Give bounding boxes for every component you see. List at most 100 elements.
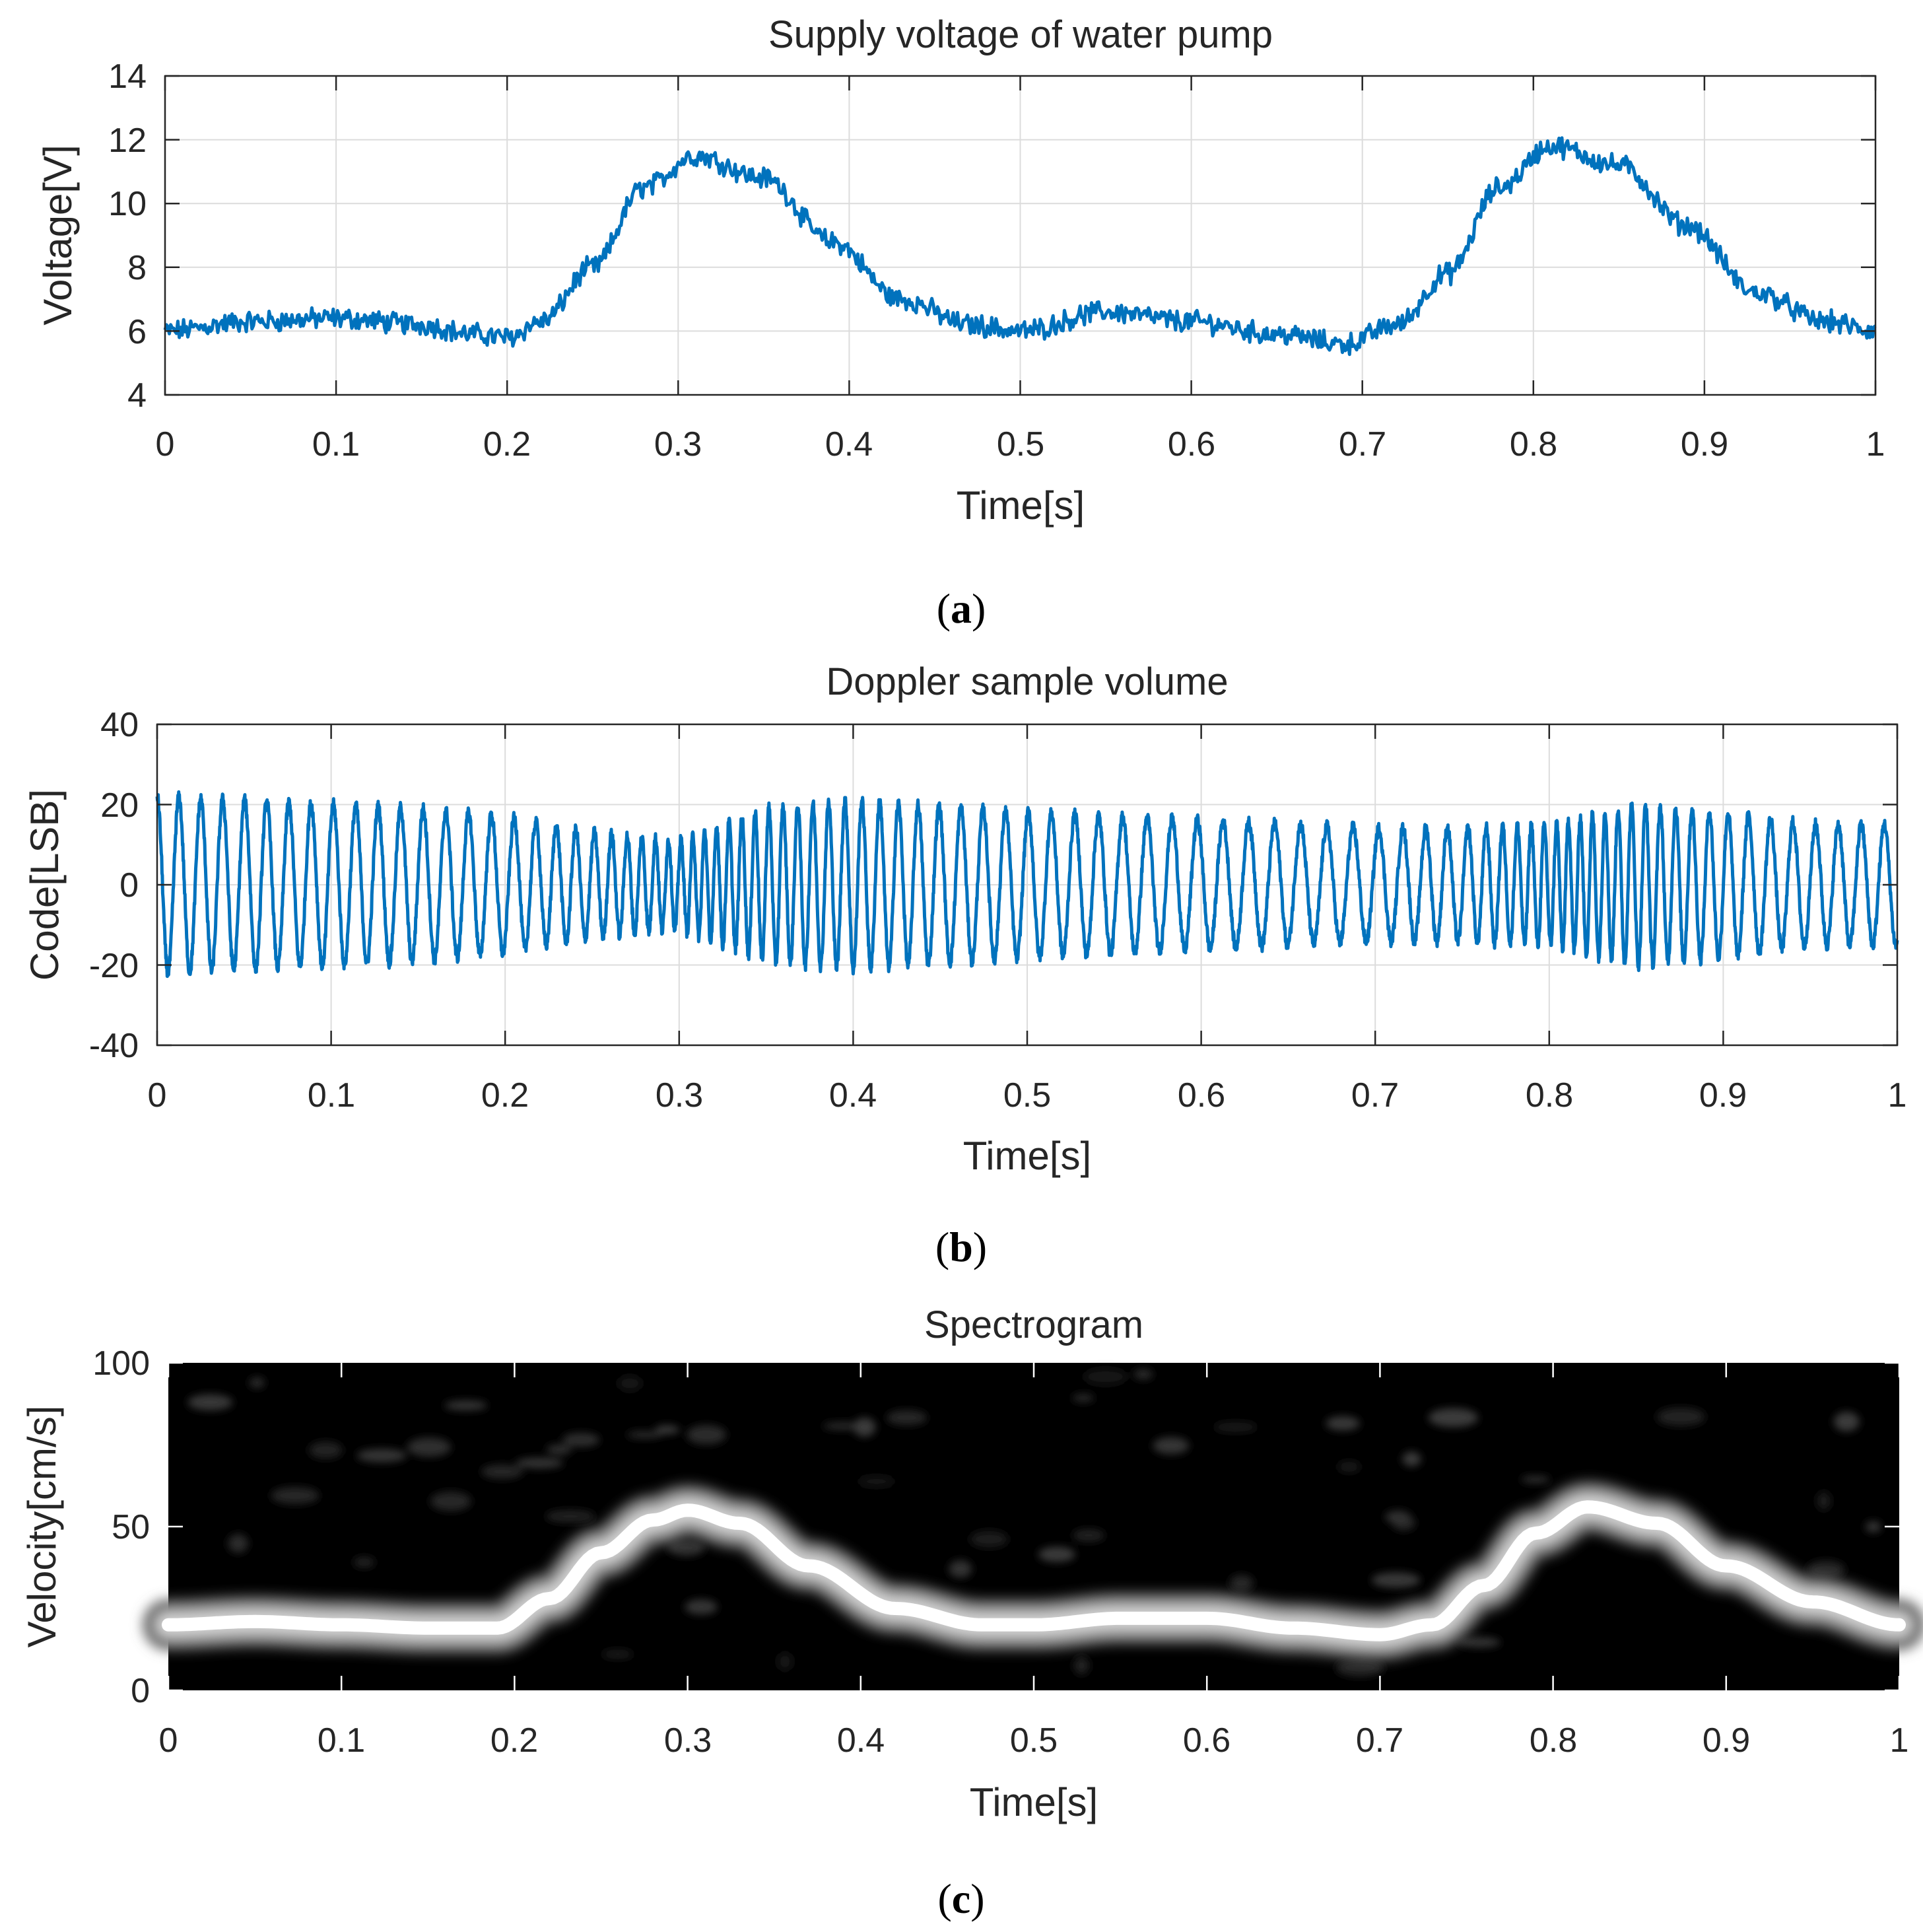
noise-speckle [1326, 1416, 1360, 1431]
x-tick-label: 0.9 [1703, 1721, 1750, 1760]
noise-speckle [481, 1465, 523, 1479]
doppler-chart-panel: Doppler sample volume -40 -20 0 20 40 0 … [22, 660, 1906, 1270]
x-tick-label: 1 [1890, 1721, 1909, 1760]
noise-speckle [430, 1492, 471, 1511]
noise-speckle [228, 1534, 249, 1553]
y-tick-label: 6 [127, 313, 147, 351]
noise-speckle [685, 1599, 718, 1615]
noise-speckle [1133, 1369, 1153, 1380]
y-tick-label: 0 [131, 1672, 150, 1710]
x-tick-label: 0.2 [490, 1721, 538, 1760]
chart-title: Doppler sample volume [826, 660, 1228, 703]
x-tick-label: 0.2 [481, 1076, 529, 1115]
panel-caption: (c) [937, 1875, 984, 1922]
noise-speckle [1083, 1368, 1128, 1385]
noise-speckle [1817, 1491, 1831, 1511]
noise-speckle [853, 1417, 876, 1437]
noise-speckle [271, 1487, 320, 1504]
x-tick-label: 0.4 [829, 1076, 877, 1115]
x-tick-label: 0.8 [1530, 1721, 1577, 1760]
x-tick-label: 0 [159, 1721, 178, 1760]
noise-speckle [1072, 1394, 1095, 1402]
panel-caption: (b) [935, 1224, 987, 1270]
noise-speckle [1385, 1511, 1411, 1523]
noise-speckle [249, 1377, 265, 1389]
noise-speckle [1521, 1476, 1550, 1483]
x-tick-label: 1 [1888, 1076, 1907, 1115]
x-tick-label: 0.6 [1183, 1721, 1231, 1760]
noise-speckle [1834, 1412, 1860, 1432]
noise-speckle [308, 1441, 343, 1459]
grid-lines [164, 75, 1876, 396]
x-tick-label: 0.5 [1003, 1076, 1051, 1115]
noise-speckle [777, 1652, 793, 1671]
noise-speckle [617, 1375, 642, 1391]
noise-speckle [353, 1557, 375, 1568]
noise-speckle [1213, 1422, 1258, 1432]
noise-speckle [562, 1433, 600, 1447]
x-tick-label: 0.2 [483, 425, 531, 464]
noise-speckle [949, 1560, 972, 1578]
y-tick-label: 0 [119, 866, 139, 905]
panel-caption-letter: a [951, 585, 972, 632]
x-tick-label: 0.5 [1010, 1721, 1058, 1760]
x-tick-label: 0 [148, 1076, 167, 1115]
y-tick-label: -40 [89, 1027, 139, 1065]
y-tick-label: 20 [100, 786, 139, 825]
x-axis-label: Time[s] [970, 1780, 1098, 1824]
x-tick-label: 0.3 [656, 1076, 703, 1115]
x-tick-label: 0.3 [654, 425, 702, 464]
y-axis-label: Code[LSB] [22, 789, 67, 981]
chart-title: Spectrogram [924, 1303, 1143, 1346]
x-tick-label: 0.7 [1339, 425, 1386, 464]
x-axis-label: Time[s] [957, 483, 1085, 528]
tick-marks [167, 1362, 1901, 1692]
y-tick-label: 4 [127, 376, 147, 415]
noise-speckle [1656, 1408, 1705, 1426]
tick-marks [156, 723, 1899, 1047]
noise-speckle [626, 1431, 663, 1439]
noise-speckle [1073, 1529, 1105, 1542]
noise-speckle [1229, 1575, 1254, 1591]
noise-speckle [546, 1444, 572, 1455]
x-tick-label: 0.9 [1699, 1076, 1747, 1115]
noise-speckle [655, 1425, 680, 1434]
x-axis-label: Time[s] [963, 1134, 1091, 1178]
noise-speckle [667, 1540, 704, 1556]
y-tick-label: 8 [127, 249, 147, 287]
x-tick-label: 0.1 [312, 425, 360, 464]
noise-speckle [970, 1531, 1009, 1548]
noise-speckle [886, 1410, 928, 1426]
y-tick-label: 14 [108, 57, 147, 96]
panel-caption: (a) [937, 585, 986, 632]
noise-speckle [1153, 1437, 1189, 1455]
x-tick-label: 1 [1866, 425, 1885, 464]
voltage-chart-panel: Supply voltage of water pump 4 6 8 10 12… [36, 13, 1885, 632]
noise-speckle [545, 1510, 595, 1523]
x-tick-label: 0 [156, 425, 175, 464]
spectrogram-noise [187, 1368, 1881, 1676]
y-axis-label: Voltage[V] [36, 145, 80, 326]
panel-caption-letter: c [952, 1875, 970, 1922]
x-tick-label: 0.4 [837, 1721, 885, 1760]
voltage-series-line [163, 136, 1877, 357]
tick-marks [164, 75, 1877, 396]
x-tick-label: 0.6 [1178, 1076, 1225, 1115]
noise-speckle [444, 1400, 488, 1411]
x-tick-label: 0.8 [1510, 425, 1557, 464]
y-tick-label: 40 [100, 706, 139, 744]
noise-speckle [1038, 1546, 1075, 1562]
noise-speckle [356, 1449, 407, 1463]
x-tick-label: 0.3 [664, 1721, 712, 1760]
x-tick-label: 0.4 [825, 425, 873, 464]
noise-speckle [1402, 1451, 1421, 1466]
y-tick-label: 12 [108, 121, 147, 160]
panel-caption-letter: b [949, 1224, 973, 1270]
chart-title: Supply voltage of water pump [768, 13, 1273, 56]
y-tick-label: -20 [89, 947, 139, 985]
x-tick-label: 0.5 [997, 425, 1044, 464]
y-tick-label: 50 [112, 1508, 150, 1546]
spectrogram-ridge [143, 1481, 1923, 1661]
x-tick-label: 0.7 [1356, 1721, 1403, 1760]
